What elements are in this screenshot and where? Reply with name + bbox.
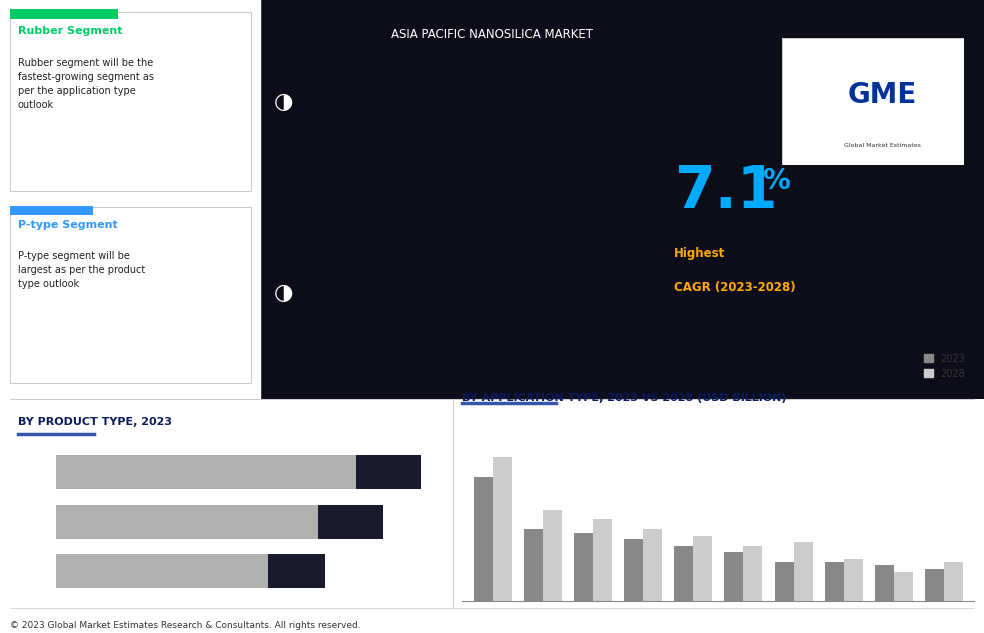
Bar <box>268 554 326 588</box>
Bar <box>644 529 662 601</box>
Bar <box>893 572 913 601</box>
Bar <box>56 455 356 489</box>
FancyBboxPatch shape <box>10 206 93 215</box>
Text: ASIA PACIFIC NANOSILICA MARKET: ASIA PACIFIC NANOSILICA MARKET <box>391 28 593 41</box>
Text: ◑: ◑ <box>274 283 293 303</box>
Bar <box>875 565 893 601</box>
Bar <box>543 510 562 601</box>
Text: Rubber Segment: Rubber Segment <box>18 26 122 36</box>
Bar <box>694 536 712 601</box>
Bar <box>473 477 493 601</box>
Text: P-type segment will be
largest as per the product
type outlook: P-type segment will be largest as per th… <box>18 251 145 289</box>
Bar <box>523 529 543 601</box>
FancyBboxPatch shape <box>10 12 251 191</box>
FancyBboxPatch shape <box>10 208 251 383</box>
Bar <box>774 562 793 601</box>
Text: P-type Segment: P-type Segment <box>18 220 117 230</box>
Bar <box>318 505 383 539</box>
Text: BY PRODUCT TYPE, 2023: BY PRODUCT TYPE, 2023 <box>19 417 172 427</box>
Bar <box>843 559 863 601</box>
Text: BY APPLICATION TYPE, 2023 VS 2028 (USD BILLION): BY APPLICATION TYPE, 2023 VS 2028 (USD B… <box>462 393 787 403</box>
Bar <box>574 532 593 601</box>
Text: 7.1: 7.1 <box>674 163 777 220</box>
Text: CAGR (2023-2028): CAGR (2023-2028) <box>674 281 796 294</box>
Legend: 2023, 2028: 2023, 2028 <box>920 350 969 382</box>
Text: Rubber segment will be the
fastest-growing segment as
per the application type
o: Rubber segment will be the fastest-growi… <box>18 58 154 110</box>
Bar <box>925 568 944 601</box>
Bar <box>56 505 318 539</box>
Bar <box>493 457 512 601</box>
Bar <box>593 520 612 601</box>
Bar <box>743 546 763 601</box>
Text: GME: GME <box>848 81 917 109</box>
Bar <box>724 552 743 601</box>
Bar <box>624 539 644 601</box>
Bar <box>944 562 963 601</box>
Text: %: % <box>763 168 790 196</box>
Bar <box>356 455 421 489</box>
Text: Highest: Highest <box>674 248 725 260</box>
Bar <box>825 562 843 601</box>
FancyBboxPatch shape <box>261 0 984 399</box>
Bar <box>674 546 694 601</box>
FancyBboxPatch shape <box>10 9 118 19</box>
Text: © 2023 Global Market Estimates Research & Consultants. All rights reserved.: © 2023 Global Market Estimates Research … <box>10 621 360 630</box>
Bar <box>56 554 268 588</box>
FancyBboxPatch shape <box>782 38 964 165</box>
Text: ◑: ◑ <box>274 92 293 111</box>
Text: Global Market Estimates: Global Market Estimates <box>844 143 921 148</box>
Bar <box>793 542 813 601</box>
